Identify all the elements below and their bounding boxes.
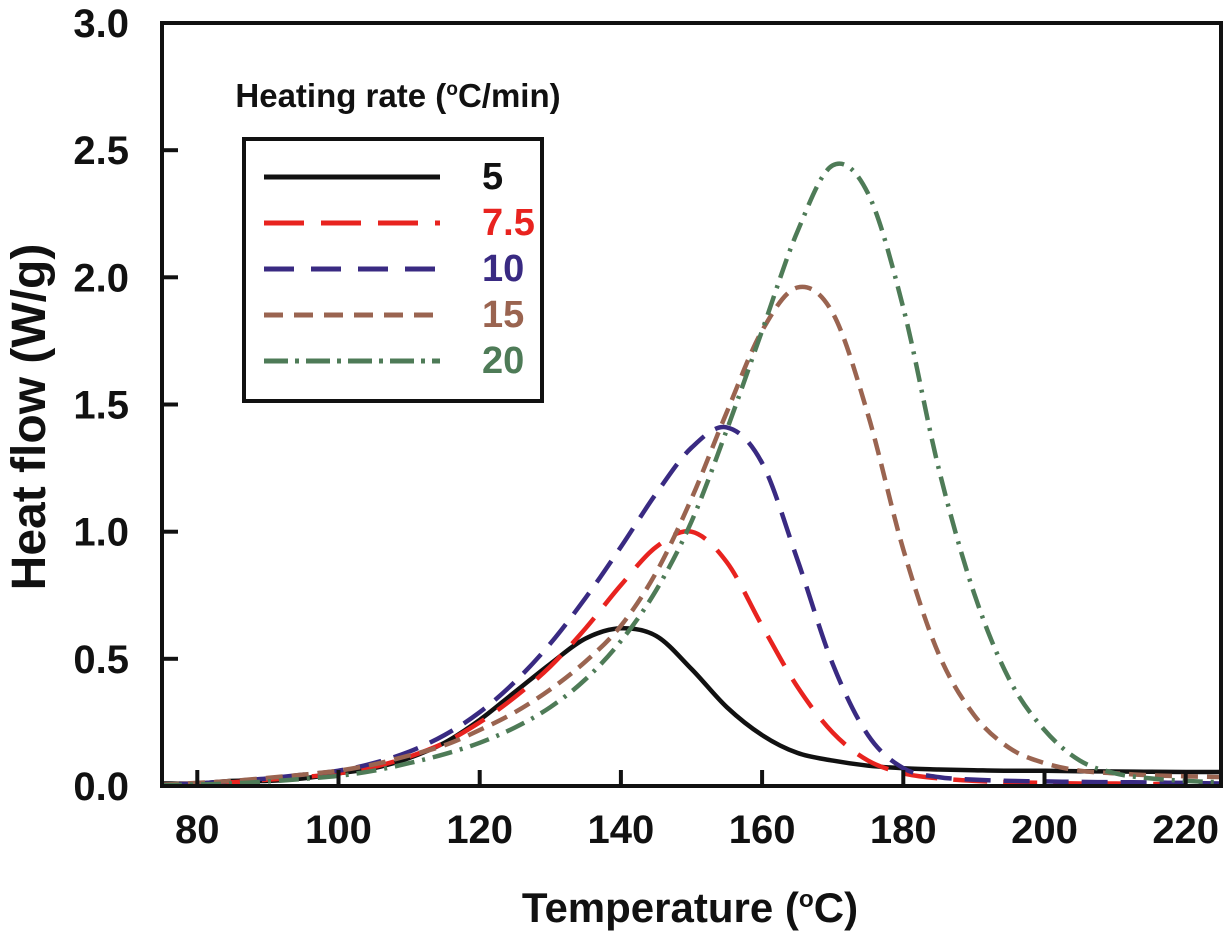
x-tick-label: 180 (870, 808, 937, 852)
legend-line-sample (264, 220, 440, 226)
legend-line-sample (264, 266, 440, 272)
legend-item-5: 5 (264, 154, 540, 200)
degree-superscript: o (798, 885, 814, 913)
legend-line-sample (264, 312, 440, 318)
legend-item-20: 20 (264, 338, 540, 384)
legend-title: Heating rate (oC/min) (235, 77, 560, 115)
y-tick-label: 2.0 (73, 256, 129, 300)
legend-label: 7.5 (482, 202, 535, 244)
legend-box: 5 7.5 10 15 20 (242, 137, 544, 403)
y-tick-label: 2.5 (73, 129, 129, 173)
x-tick-label: 80 (175, 808, 220, 852)
y-axis: 0.0 0.5 1.0 1.5 2.0 2.5 3.0 (73, 2, 178, 809)
x-tick-label: 200 (1011, 808, 1078, 852)
legend-item-10: 10 (264, 246, 540, 292)
x-axis: 80 100 120 140 160 180 200 220 (175, 770, 1219, 852)
y-tick-label: 1.0 (73, 511, 129, 555)
y-axis-label-text: Heat flow (W/g) (3, 243, 56, 591)
y-tick-label: 3.0 (73, 2, 129, 46)
legend-item-15: 15 (264, 292, 540, 338)
legend-label: 15 (482, 294, 525, 336)
y-tick-label: 0.0 (73, 765, 129, 809)
x-tick-label: 220 (1152, 808, 1219, 852)
x-tick-label: 120 (446, 808, 513, 852)
legend-label: 5 (482, 156, 504, 198)
degree-superscript: o (446, 79, 458, 101)
legend-line-sample (264, 174, 440, 180)
series-5-curve (162, 625, 1221, 786)
x-tick-label: 160 (729, 808, 796, 852)
x-axis-label-prefix: Temperature ( (521, 884, 799, 931)
legend-title-prefix: Heating rate ( (235, 77, 447, 114)
y-tick-label: 0.5 (73, 638, 129, 682)
x-tick-label: 140 (588, 808, 655, 852)
legend-label: 20 (482, 340, 525, 382)
y-tick-label: 1.5 (73, 384, 129, 428)
plot-frame (160, 21, 1223, 788)
legend-line-sample (264, 358, 440, 364)
legend-title-suffix: C/min) (457, 77, 561, 114)
x-tick-label: 100 (305, 808, 372, 852)
x-axis-label: Temperature (oC) (522, 887, 858, 929)
series-15-curve (162, 284, 1221, 786)
legend-label: 10 (482, 248, 525, 290)
legend-item-7.5: 7.5 (264, 200, 540, 246)
series-10-curve (162, 424, 1221, 786)
y-axis-label: Heat flow (W/g) (3, 243, 56, 591)
x-axis-label-suffix: C) (813, 884, 859, 931)
series-7.5-curve (162, 529, 1221, 786)
